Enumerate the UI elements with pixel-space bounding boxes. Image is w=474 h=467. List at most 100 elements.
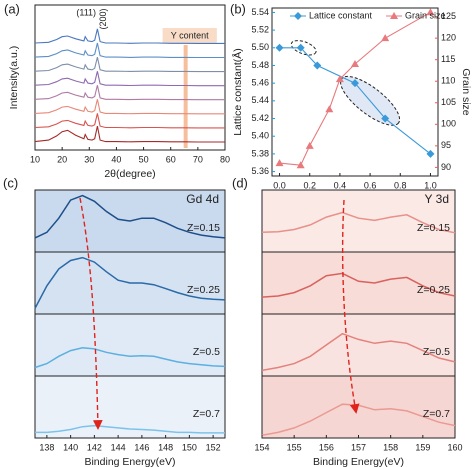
panel-label: (c) (3, 175, 18, 190)
spectrum (261, 332, 456, 372)
series-line (34, 85, 225, 101)
subpanel-label: Z=0.15 (417, 222, 450, 234)
x-axis-label: Binding Energy(eV) (84, 456, 175, 467)
y2-tick-label: 120 (441, 33, 456, 43)
marker (381, 114, 390, 123)
marker (275, 43, 284, 52)
marker (351, 60, 359, 67)
marker (335, 75, 344, 83)
subpanel (261, 313, 456, 377)
subpanel-label: Z=0.25 (187, 284, 220, 296)
annotation: (111) (76, 7, 96, 17)
spectrum (34, 194, 226, 239)
x-tick-label: 146 (134, 442, 149, 452)
marker (305, 141, 314, 149)
spectrum (261, 272, 456, 298)
arrow (79, 197, 103, 430)
y-tick-label: 5.46 (251, 78, 269, 88)
y2-axis-label: Grain size (460, 68, 472, 115)
panel-label: (a) (4, 1, 20, 16)
x-tick-label: 60 (166, 154, 176, 164)
legend-label: Lattice constant (309, 10, 373, 20)
y-tick-label: 5.50 (251, 42, 269, 52)
y2-tick-label: 110 (441, 76, 455, 86)
marker (426, 149, 435, 158)
marker (426, 8, 435, 16)
spectrum (35, 424, 225, 434)
marker (313, 61, 322, 70)
panel-label: (d) (232, 175, 248, 190)
x-tick-label: 160 (447, 442, 462, 452)
annotation: (200) (98, 8, 108, 29)
x-tick-label: 138 (39, 442, 54, 452)
y-tick-label: 5.48 (251, 60, 269, 70)
x-axis-label: Binding Energy(eV) (313, 456, 404, 467)
x-tick-label: 156 (319, 442, 334, 452)
y2-tick-label: 125 (441, 11, 456, 21)
y-tick-label: 5.38 (251, 148, 269, 158)
y-tick-label: 5.42 (251, 113, 269, 123)
subpanel-label: Z=0.7 (193, 408, 220, 420)
subpanel (34, 375, 226, 439)
series-line (34, 71, 225, 87)
subpanel (34, 313, 226, 377)
marker (325, 105, 334, 113)
marker (275, 159, 284, 167)
panel-title: Y 3d (425, 192, 449, 206)
x-tick-label: 0.8 (394, 180, 407, 190)
x-tick-label: 142 (87, 442, 102, 452)
x-tick-label: 157 (351, 442, 366, 452)
series-line (34, 113, 225, 129)
y2-tick-label: 115 (441, 54, 455, 64)
series-line (34, 56, 225, 73)
x-tick-label: 159 (415, 442, 430, 452)
x-tick-label: 144 (111, 442, 126, 452)
x-tick-label: 152 (206, 442, 221, 452)
marker (296, 43, 305, 52)
x-tick-label: 0.2 (303, 180, 316, 190)
series-line (279, 11, 431, 166)
y-tick-label: 5.36 (251, 166, 269, 176)
marker (351, 79, 359, 88)
subpanel-label: Z=0.15 (187, 222, 220, 234)
series-line (34, 125, 225, 143)
x-tick-label: 70 (193, 154, 203, 164)
spectrum (261, 211, 456, 234)
subpanel-label: Z=0.5 (193, 346, 220, 358)
y-tick-label: 5.44 (251, 95, 269, 105)
x-tick-label: 158 (383, 442, 398, 452)
arrow (341, 199, 360, 414)
y-axis-label: Intensity(a.u.) (8, 46, 20, 110)
x-tick-label: 150 (182, 442, 197, 452)
y-tick-label: 5.40 (251, 131, 269, 141)
subpanel-label: Z=0.7 (423, 408, 450, 420)
x-tick-label: 0.6 (364, 180, 377, 190)
y2-tick-label: 105 (441, 97, 456, 107)
x-tick-label: 0.4 (334, 180, 347, 190)
y-axis-label: Lattice constant(Å) (231, 48, 244, 136)
y-tick-label: 5.54 (251, 7, 269, 17)
x-tick-label: 10 (30, 154, 40, 164)
marker (381, 34, 390, 42)
subpanel-label: Z=0.25 (417, 284, 450, 296)
x-tick-label: 0.0 (273, 180, 286, 190)
annotation: Y content (171, 30, 209, 40)
plot-frame (34, 4, 226, 151)
spectrum (34, 347, 226, 369)
marker (296, 161, 305, 169)
series-line (34, 42, 225, 59)
plot-frame (271, 7, 439, 177)
y-tick-label: 5.52 (251, 24, 269, 34)
y2-tick-label: 95 (441, 140, 451, 150)
x-tick-label: 50 (139, 154, 149, 164)
x-tick-label: 140 (63, 442, 78, 452)
panel-label: (b) (230, 1, 246, 16)
y2-tick-label: 100 (441, 119, 456, 129)
x-axis-label: 2θ(degree) (104, 168, 155, 180)
series-line (34, 99, 225, 115)
x-tick-label: 154 (254, 442, 269, 452)
subpanel (261, 189, 456, 253)
x-tick-label: 30 (84, 154, 94, 164)
x-tick-label: 1.0 (424, 180, 437, 190)
